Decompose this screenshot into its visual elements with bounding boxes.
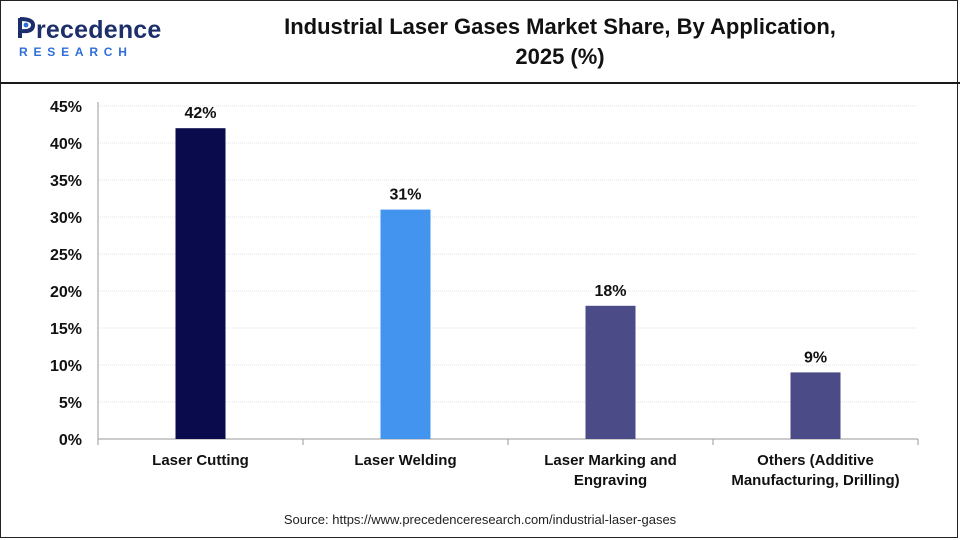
- y-tick-label: 20%: [50, 284, 82, 301]
- x-tick-label: Laser Marking and: [544, 452, 677, 469]
- bar: [790, 372, 841, 439]
- y-tick-label: 45%: [50, 99, 82, 116]
- data-label: 42%: [184, 105, 216, 122]
- brand-name: recedence: [18, 16, 162, 45]
- x-tick-label: Others (Additive: [757, 452, 874, 469]
- data-label: 18%: [594, 283, 626, 300]
- bar-chart: 0% 5% 10% 15% 20% 25% 30% 35% 40% 45% 42% Laser Cut…: [50, 99, 919, 489]
- brand-name-text: recedence: [36, 16, 162, 44]
- y-tick-label: 30%: [50, 210, 82, 227]
- bar: [380, 209, 431, 439]
- chart-title: Industrial Laser Gases Market Share, By …: [180, 12, 940, 72]
- y-tick-label: 0%: [59, 432, 82, 449]
- data-label: 31%: [389, 187, 421, 204]
- brand-logo: recedence RESEARCH: [18, 16, 168, 66]
- x-tick-label: Manufacturing, Drilling): [731, 472, 899, 489]
- x-tick-label: Laser Welding: [354, 452, 456, 469]
- y-tick-label: 10%: [50, 358, 82, 375]
- y-tick-label: 35%: [50, 173, 82, 190]
- x-tick-label: Engraving: [574, 472, 647, 489]
- bar: [175, 128, 226, 439]
- source-note: Source: https://www.precedenceresearch.c…: [283, 512, 677, 527]
- y-tick-label: 5%: [59, 395, 82, 412]
- data-label: 9%: [804, 349, 827, 366]
- header: recedence RESEARCH Industrial Laser Gase…: [0, 0, 960, 84]
- brand-p-icon: [18, 16, 36, 38]
- brand-sub: RESEARCH: [19, 45, 133, 59]
- y-tick-label: 25%: [50, 247, 82, 264]
- y-tick-label: 40%: [50, 136, 82, 153]
- bar: [585, 305, 636, 439]
- chart-title-line-2: 2025 (%): [515, 44, 605, 69]
- chart-title-line-1: Industrial Laser Gases Market Share, By …: [284, 14, 836, 39]
- y-tick-label: 15%: [50, 321, 82, 338]
- x-tick-label: Laser Cutting: [152, 452, 249, 469]
